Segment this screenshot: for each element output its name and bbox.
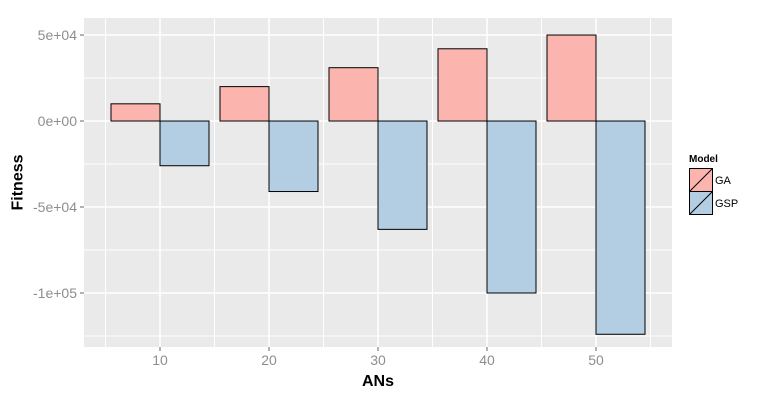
bar-gsp-40 <box>486 120 537 294</box>
bar-gsp-20 <box>268 120 319 193</box>
y-tick-label: -5e+04 <box>33 199 77 215</box>
y-axis-title: Fitness <box>10 154 27 210</box>
legend-swatch-diagonal <box>689 168 713 192</box>
y-tick-label: 0e+00 <box>38 113 78 129</box>
bar-gsp-30 <box>377 120 428 230</box>
y-tick-label: 5e+04 <box>38 27 78 43</box>
legend-label-ga: GA <box>715 175 732 187</box>
x-axis-title: ANs <box>362 373 394 390</box>
bar-gsp-10 <box>159 120 210 167</box>
x-tick-label: 10 <box>152 352 168 368</box>
x-tick-label: 30 <box>370 352 386 368</box>
bar-gsp-50 <box>595 120 646 335</box>
legend-title: Model <box>689 154 718 165</box>
x-tick-label: 20 <box>261 352 277 368</box>
legend-label-gsp: GSP <box>715 198 738 210</box>
y-tick-label: -1e+05 <box>33 285 77 301</box>
bar-ga-40 <box>437 48 488 122</box>
legend-swatch-diagonal <box>689 191 713 215</box>
bar-ga-50 <box>546 34 597 122</box>
x-tick-label: 50 <box>588 352 604 368</box>
x-tick-label: 40 <box>479 352 495 368</box>
bar-ga-20 <box>219 86 270 122</box>
bar-ga-10 <box>110 103 161 122</box>
bar-ga-30 <box>328 67 379 122</box>
